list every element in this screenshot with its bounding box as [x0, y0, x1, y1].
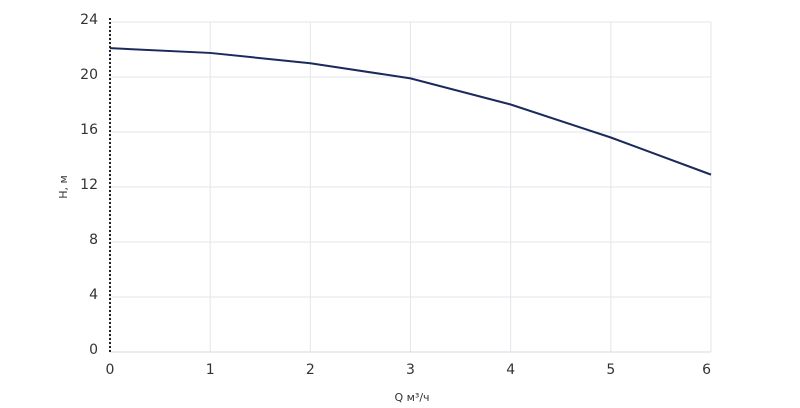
y-tick-label: 4	[89, 287, 98, 303]
x-axis-title: Q м³/ч	[394, 391, 429, 404]
y-tick-label: 20	[80, 67, 98, 83]
y-tick-label: 8	[89, 232, 98, 248]
x-tick-label: 4	[506, 362, 515, 378]
y-axis-title: H, м	[57, 175, 70, 199]
y-tick-label: 16	[80, 122, 98, 138]
x-tick-label: 3	[406, 362, 415, 378]
line	[109, 47, 712, 176]
x-tick-label: 0	[106, 362, 115, 378]
x-tick-label: 2	[306, 362, 315, 378]
y-tick-label: 24	[80, 12, 98, 28]
y-tick-label: 0	[89, 342, 98, 358]
x-tick-label: 5	[606, 362, 615, 378]
x-tick-label: 6	[702, 362, 711, 378]
y-tick-label: 12	[80, 177, 98, 193]
x-tick-label: 1	[206, 362, 215, 378]
